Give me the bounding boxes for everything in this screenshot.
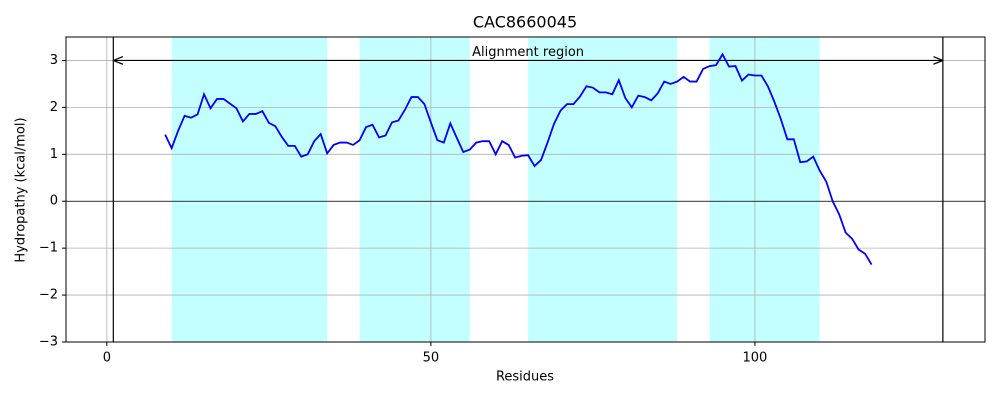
chart-title: CAC8660045: [473, 13, 577, 32]
hydropathy-line: [164, 52, 873, 266]
y-tick-label: 0: [50, 194, 58, 209]
y-tick-label: −1: [39, 241, 58, 256]
y-axis-label: Hydropathy (kcal/mol): [14, 117, 29, 262]
alignment-label: Alignment region: [472, 45, 584, 60]
x-tick-label: 100: [743, 351, 768, 366]
x-axis-label: Residues: [496, 370, 554, 385]
y-tick-label: 2: [50, 100, 58, 115]
y-tick-label: −2: [39, 288, 58, 303]
y-tick-label: 1: [50, 147, 58, 162]
y-tick-label: −3: [39, 335, 58, 350]
y-tick-label: 3: [50, 53, 58, 68]
region: [359, 37, 470, 342]
x-tick-label: 0: [103, 351, 111, 366]
x-tick-label: 50: [423, 351, 440, 366]
region: [171, 37, 328, 342]
region: [528, 37, 678, 342]
region: [709, 37, 820, 342]
plot-frame: [65, 36, 986, 343]
